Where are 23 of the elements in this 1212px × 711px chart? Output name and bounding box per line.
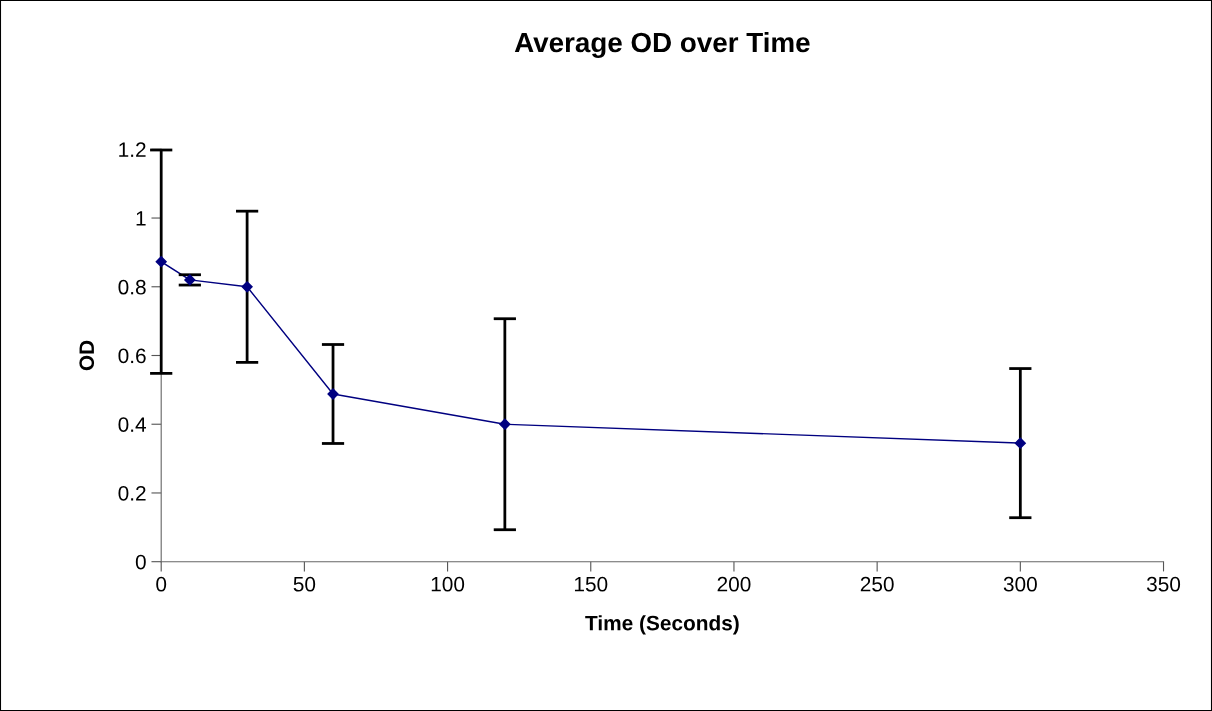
x-tick-label: 250 bbox=[860, 576, 894, 592]
x-tick-label: 150 bbox=[574, 576, 608, 592]
point bbox=[1014, 437, 1026, 449]
chart-title: Average OD over Time bbox=[514, 31, 810, 58]
x-tick-label: 50 bbox=[293, 576, 316, 592]
point bbox=[155, 256, 167, 268]
y-axis-title: OD bbox=[79, 340, 95, 371]
y-tick-label: 0.4 bbox=[118, 417, 147, 432]
x-tick-label: 350 bbox=[1146, 576, 1181, 592]
x-tick-label: 100 bbox=[431, 576, 465, 592]
x-axis-title: Time (Seconds) bbox=[585, 615, 739, 635]
x-tick-label: 200 bbox=[717, 576, 751, 592]
point bbox=[241, 281, 253, 293]
y-tick-label: 1 bbox=[136, 211, 146, 226]
y-tick-label: 0.6 bbox=[118, 348, 146, 364]
x-tick-label: 300 bbox=[1003, 576, 1037, 592]
y-tick-label: 0.8 bbox=[118, 279, 146, 295]
y-tick-label: 0 bbox=[135, 554, 146, 570]
y-tick-label: 0.2 bbox=[118, 485, 146, 501]
y-tick-label: 1.2 bbox=[119, 142, 146, 157]
point bbox=[499, 418, 511, 430]
x-tick-label: 0 bbox=[156, 576, 167, 592]
point bbox=[184, 274, 196, 286]
